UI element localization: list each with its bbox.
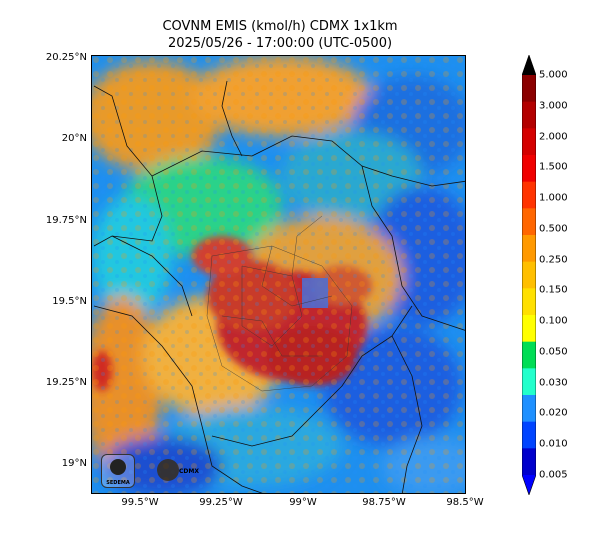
colorbar <box>522 55 536 495</box>
colorbar-segment <box>522 288 536 316</box>
lat-tick-label: 19.75°N <box>45 215 87 226</box>
colorbar-extend-min <box>522 475 536 495</box>
colorbar-segment <box>522 128 536 156</box>
colorbar-tick-label: 0.250 <box>539 254 568 266</box>
lon-tick-label: 99°W <box>289 497 317 508</box>
colorbar-tick-label: 0.100 <box>539 315 568 327</box>
lat-tick-label: 19.5°N <box>52 296 87 307</box>
colorbar-segment <box>522 155 536 183</box>
colorbar-tick-label: 5.000 <box>539 69 568 81</box>
colorbar-tick-label: 0.030 <box>539 377 568 389</box>
lat-tick-label: 19.25°N <box>45 377 87 388</box>
colorbar-tick-label: 2.000 <box>539 131 568 143</box>
emissions-map: SEDEMA CDMX <box>91 55 466 494</box>
sedema-logo-text: SEDEMA <box>106 480 130 486</box>
colorbar-tick-label: 1.000 <box>539 192 568 204</box>
lon-tick-label: 99.25°W <box>199 497 243 508</box>
colorbar-segment <box>522 75 536 103</box>
colorbar-segment <box>522 208 536 236</box>
colorbar-tick-label: 3.000 <box>539 100 568 112</box>
colorbar-segment <box>522 368 536 396</box>
colorbar-tick-label: 0.005 <box>539 469 568 481</box>
colorbar-segment <box>522 448 536 476</box>
colorbar-tick-label: 0.020 <box>539 407 568 419</box>
lat-tick-label: 20.25°N <box>45 52 87 63</box>
colorbar-segment <box>522 101 536 129</box>
colorbar-segment <box>522 341 536 369</box>
colorbar-segment <box>522 315 536 343</box>
lon-tick-label: 98.75°W <box>362 497 406 508</box>
cdmx-logo: CDMX <box>155 456 201 488</box>
colorbar-tick-label: 1.500 <box>539 161 568 173</box>
colorbar-tick-label: 0.050 <box>539 346 568 358</box>
colorbar-segment <box>522 261 536 289</box>
lat-tick-label: 19°N <box>61 458 87 469</box>
colorbar-segment <box>522 181 536 209</box>
colorbar-segment <box>522 235 536 263</box>
map-title-line1: COVNM EMIS (kmol/h) CDMX 1x1km <box>162 19 398 34</box>
colorbar-segment <box>522 421 536 449</box>
colorbar-tick-label: 0.500 <box>539 223 568 235</box>
colorbar-segment <box>522 395 536 423</box>
colorbar-tick-label: 0.010 <box>539 438 568 450</box>
lon-tick-label: 99.5°W <box>121 497 159 508</box>
colorbar-tick-label: 0.150 <box>539 284 568 296</box>
cdmx-logo-text: CDMX <box>179 468 199 475</box>
emissions-raster <box>92 56 465 493</box>
map-title-line2: 2025/05/26 - 17:00:00 (UTC-0500) <box>167 36 393 51</box>
lat-tick-label: 20°N <box>61 133 87 144</box>
colorbar-extend-max <box>522 55 536 75</box>
sedema-logo: SEDEMA <box>101 454 135 488</box>
lon-tick-label: 98.5°W <box>446 497 484 508</box>
